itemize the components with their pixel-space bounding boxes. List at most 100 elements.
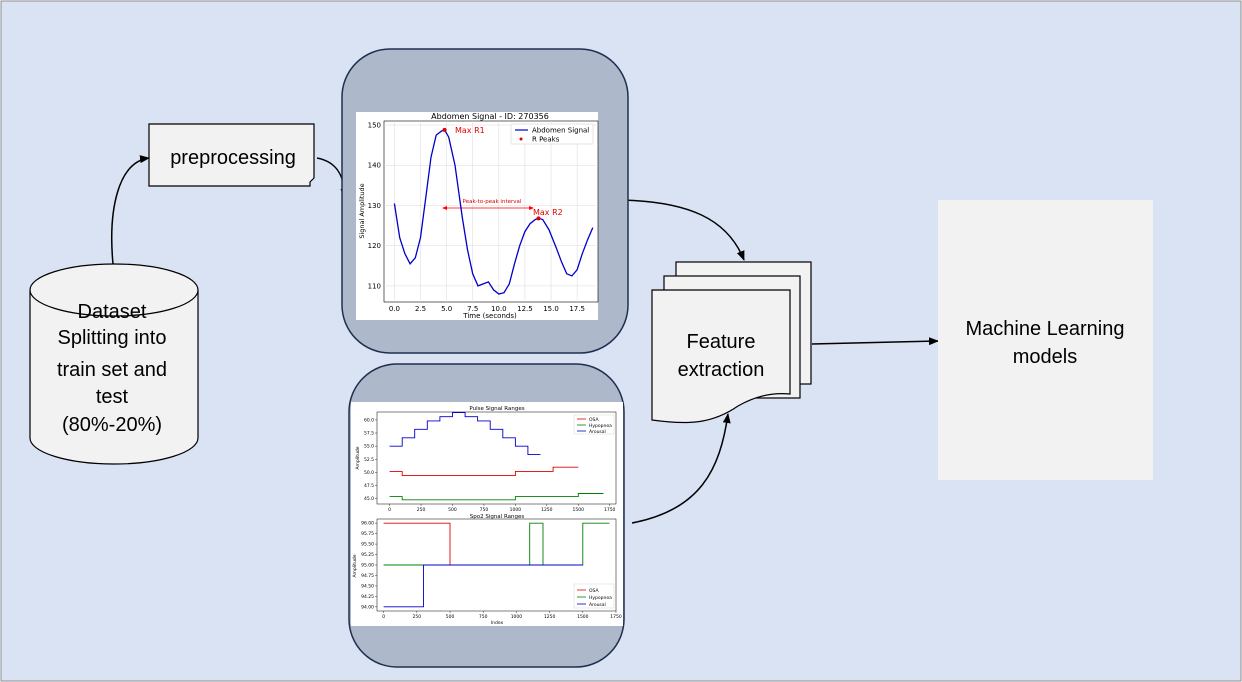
pulse-xtick-label: 250 xyxy=(417,507,426,513)
ranges-chart: 0 250 500 750 1000 1250 1500 1750 45.0 47.5 50.0 5… xyxy=(351,402,623,626)
spo2-xtick-label: 1500 xyxy=(577,614,589,620)
pulse-ytick-label: 55.0 xyxy=(364,444,374,450)
pulse-xtick-label: 1750 xyxy=(604,507,616,513)
arrow-ranges-to-feature xyxy=(631,413,731,524)
pulse-ytick-label: 52.5 xyxy=(364,457,374,463)
pulse-xtick-label: 1500 xyxy=(573,507,585,513)
pulse-xtick-label: 1250 xyxy=(541,507,553,513)
preprocessing-label: preprocessing xyxy=(170,147,296,169)
spo2-ylabel: Amplitude xyxy=(352,554,358,577)
r-peak-marker xyxy=(442,127,447,132)
spo2-title: Spo2 Signal Ranges xyxy=(470,514,525,520)
dataset-label-line3: train set and xyxy=(57,359,167,381)
pulse-legend-arousal: Arousal xyxy=(589,429,606,435)
spo2-series-arousal xyxy=(383,564,583,608)
pulse-xtick-label: 500 xyxy=(448,507,457,513)
dataset-label-line5: (80%-20%) xyxy=(62,414,162,436)
spo2-xtick-label: 750 xyxy=(479,614,488,620)
spo2-xtick-label: 250 xyxy=(413,614,422,620)
spo2-ytick-label: 94.25 xyxy=(361,594,374,600)
spo2-ytick-label: 95.00 xyxy=(361,563,374,569)
ml-label-line2: models xyxy=(1013,346,1077,368)
pulse-ytick-label: 50.0 xyxy=(364,470,374,476)
max-r2-label: Max R2 xyxy=(533,208,563,217)
abdomen-ytick-label: 130 xyxy=(368,202,381,210)
spo2-xlabel: Index xyxy=(491,620,504,626)
spo2-ytick-label: 96.00 xyxy=(361,521,374,527)
abdomen-signal-line xyxy=(393,128,594,295)
abdomen-xtick-label: 7.5 xyxy=(467,305,478,313)
pulse-series-arousal xyxy=(389,412,541,456)
feature-label-line2: extraction xyxy=(678,359,765,381)
abdomen-title: Abdomen Signal - ID: 270356 xyxy=(431,112,549,121)
abdomen-ytick-label: 150 xyxy=(368,122,381,130)
dataset-cylinder: Dataset Splitting into train set and tes… xyxy=(29,263,199,465)
spo2-ytick-label: 95.25 xyxy=(361,552,374,558)
ml-label-line1: Machine Learning xyxy=(966,318,1125,340)
pulse-legend-hypopnea: Hypopnea xyxy=(589,423,612,429)
spo2-xtick-label: 500 xyxy=(446,614,455,620)
pulse-xtick-label: 1000 xyxy=(510,507,522,513)
abdomen-xtick-label: 15.0 xyxy=(543,305,559,313)
pulse-ytick-label: 57.5 xyxy=(364,431,374,437)
max-r1-label: Max R1 xyxy=(455,126,485,135)
abdomen-ytick-label: 120 xyxy=(368,242,381,250)
abdomen-legend: Abdomen Signal R Peaks xyxy=(510,123,594,145)
feature-label-line1: Feature xyxy=(687,331,756,353)
spo2-legend-arousal: Arousal xyxy=(589,602,606,608)
abdomen-ylabel: Signal Amplitude xyxy=(358,183,366,238)
pulse-chart: 0 250 500 750 1000 1250 1500 1750 45.0 47.5 50.0 5… xyxy=(355,406,617,513)
spo2-ytick-label: 94.50 xyxy=(361,583,374,589)
spo2-ytick-label: 94.75 xyxy=(361,573,374,579)
abdomen-xtick-label: 0.0 xyxy=(389,305,400,313)
spo2-ytick-label: 94.00 xyxy=(361,604,374,610)
dataset-label-line4: test xyxy=(96,386,129,408)
interval-arrow-right-head xyxy=(529,206,534,210)
pulse-ytick-label: 47.5 xyxy=(364,483,374,489)
legend-abdomen-signal: Abdomen Signal xyxy=(532,127,589,135)
arrow-dataset-to-preprocessing xyxy=(111,155,150,265)
pulse-xtick-label: 750 xyxy=(480,507,489,513)
abdomen-ytick-label: 110 xyxy=(368,282,381,290)
legend-r-peaks: R Peaks xyxy=(532,136,560,144)
abdomen-xtick-label: 17.5 xyxy=(569,305,585,313)
r-peak-marker xyxy=(536,216,541,221)
pulse-title: Pulse Signal Ranges xyxy=(469,406,524,412)
spo2-ytick-label: 95.75 xyxy=(361,531,374,537)
spo2-xtick-label: 1750 xyxy=(610,614,622,620)
spo2-chart: 0 250 500 750 1000 1250 1500 1750 94.00 94.25 94.… xyxy=(352,514,622,626)
ml-models-box: Machine Learning models xyxy=(938,200,1153,480)
pulse-legend: OSA Hypopnea Arousal xyxy=(573,414,615,435)
abdomen-xlabel: Time (seconds) xyxy=(462,312,517,320)
spo2-xtick-label: 0 xyxy=(382,614,385,620)
spo2-series-hypopnea xyxy=(383,522,610,566)
dataset-label-line1: Dataset xyxy=(78,301,147,323)
interval-label: Peak-to-peak interval xyxy=(463,199,522,205)
preprocessing-box: preprocessing xyxy=(148,123,315,187)
spo2-ytick-label: 95.50 xyxy=(361,542,374,548)
feature-extraction-box: Feature extraction xyxy=(651,261,812,424)
dataset-label-line2: Splitting into xyxy=(58,327,167,349)
arrow-feature-to-ml xyxy=(811,337,939,346)
abdomen-chart: 0.0 2.5 5.0 7.5 10.0 12.5 15.0 17.5 110 120 130 14… xyxy=(356,112,599,320)
interval-arrow-left-head xyxy=(442,206,447,210)
pulse-series-osa xyxy=(389,466,579,477)
abdomen-xtick-label: 12.5 xyxy=(517,305,533,313)
abdomen-ytick-label: 140 xyxy=(368,162,381,170)
pulse-ytick-label: 45.0 xyxy=(364,496,374,502)
abdomen-xtick-label: 5.0 xyxy=(441,305,452,313)
pulse-ylabel: Amplitude xyxy=(355,446,361,469)
pulse-ytick-label: 60.0 xyxy=(364,417,374,423)
spo2-xtick-label: 1250 xyxy=(544,614,556,620)
spo2-legend: OSA Hypopnea Arousal xyxy=(573,583,615,609)
pulse-xtick-label: 0 xyxy=(388,507,391,513)
spo2-legend-hypopnea: Hypopnea xyxy=(589,595,612,601)
abdomen-xtick-label: 10.0 xyxy=(491,305,507,313)
arrow-abdomen-to-feature xyxy=(613,199,745,261)
abdomen-xtick-label: 2.5 xyxy=(415,305,426,313)
spo2-xtick-label: 1000 xyxy=(511,614,523,620)
pulse-series-hypopnea xyxy=(389,493,604,501)
spo2-legend-osa: OSA xyxy=(589,588,599,594)
pulse-legend-osa: OSA xyxy=(589,417,599,423)
